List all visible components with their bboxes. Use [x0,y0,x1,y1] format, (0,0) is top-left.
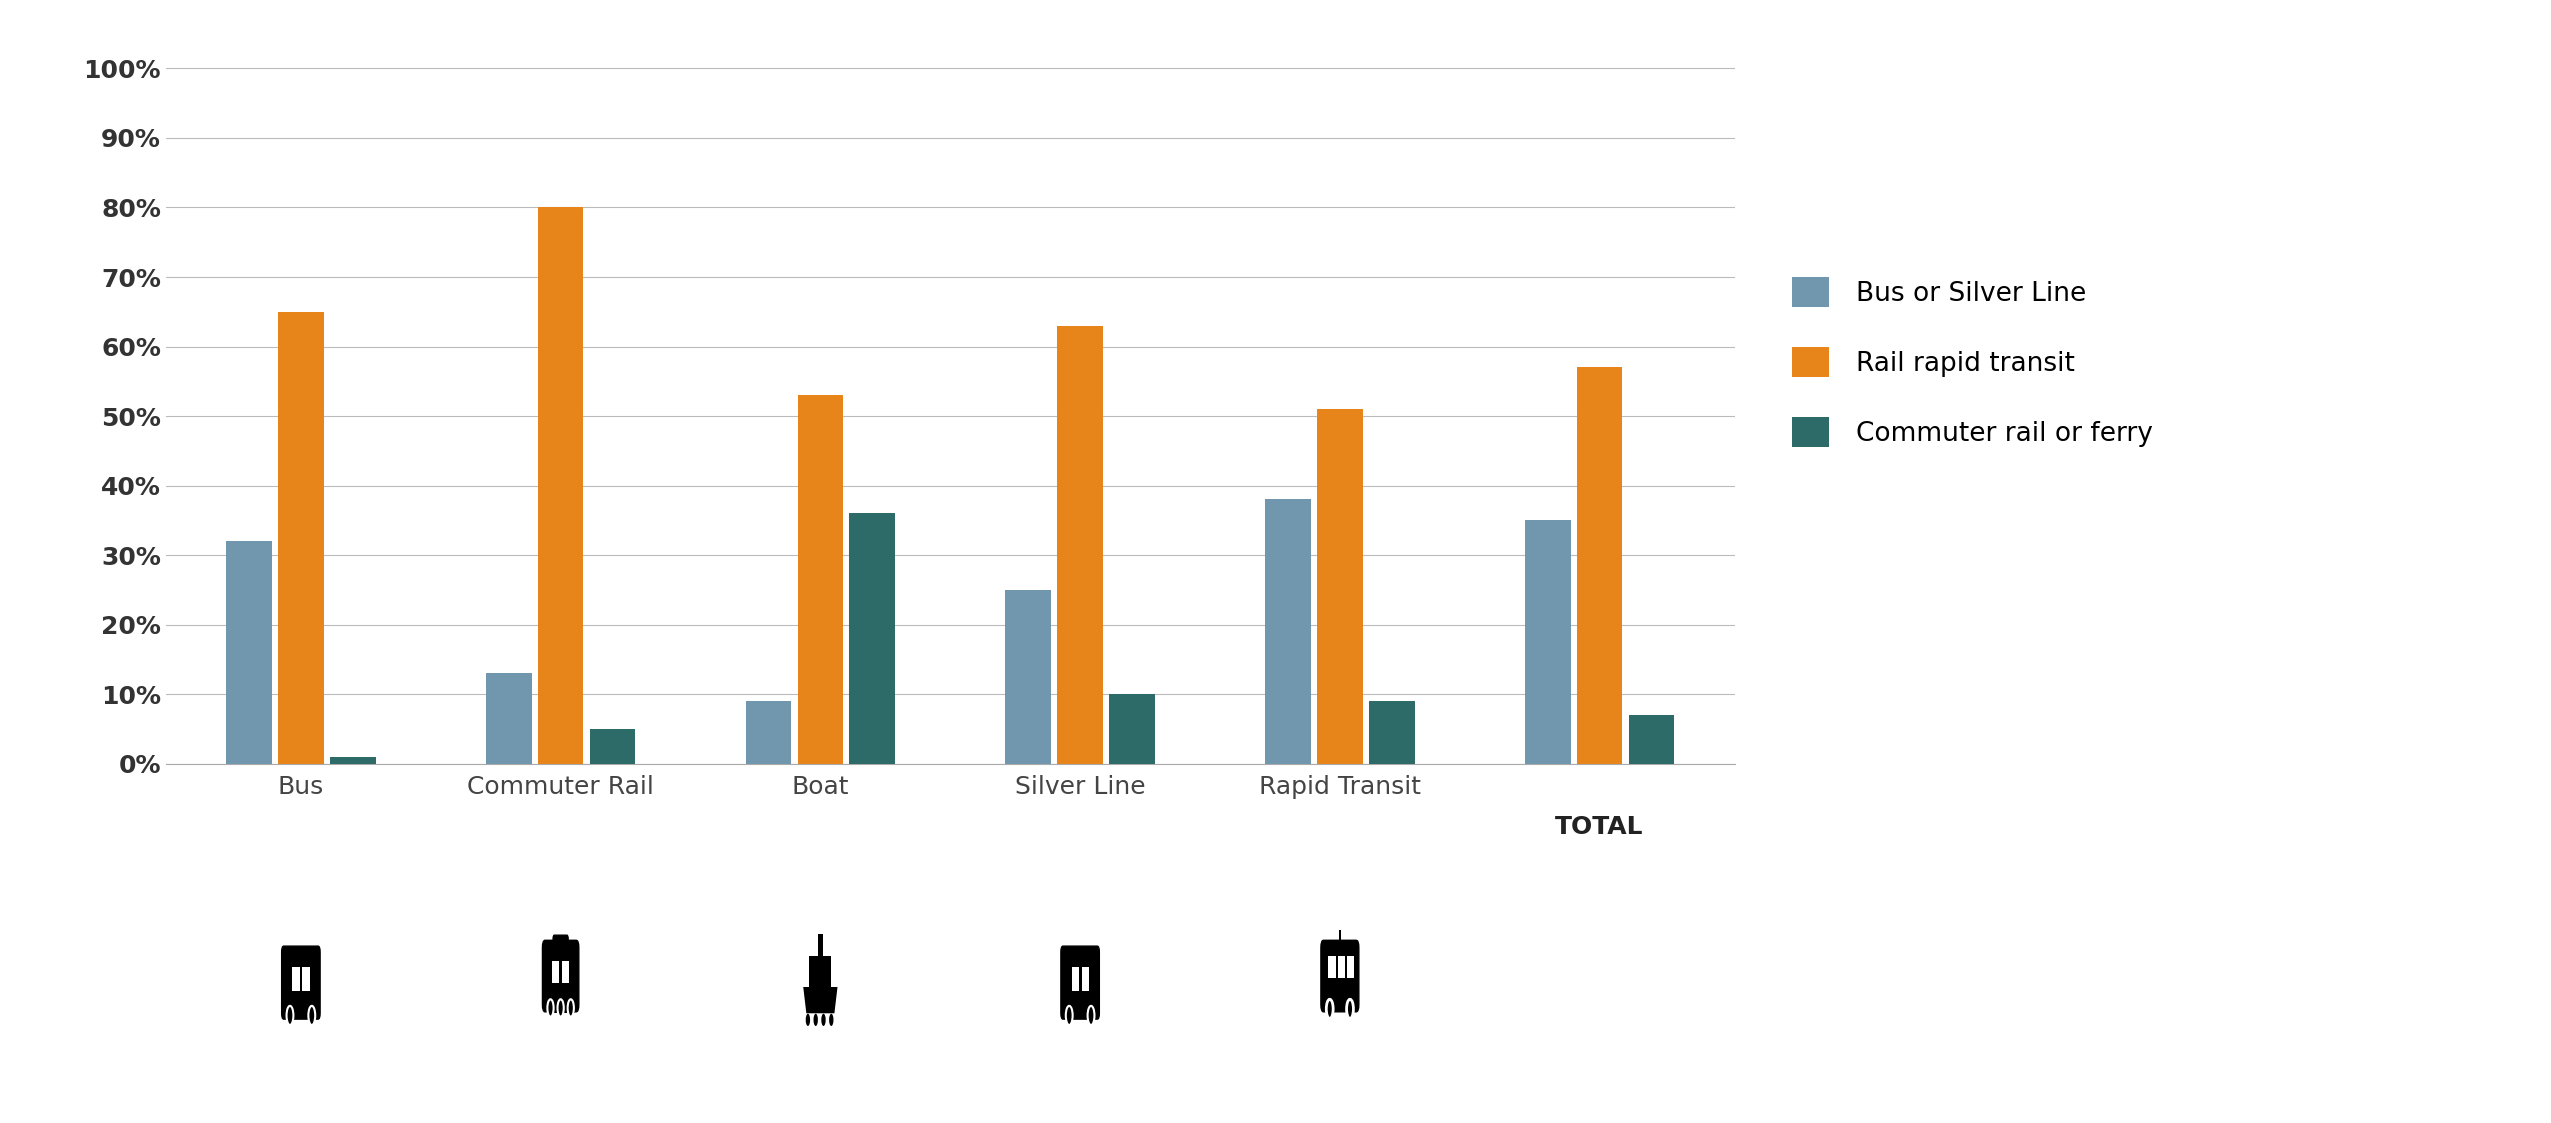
FancyBboxPatch shape [554,935,569,965]
Legend: Bus or Silver Line, Rail rapid transit, Commuter rail or ferry: Bus or Silver Line, Rail rapid transit, … [1778,264,2166,460]
Bar [1005,590,1051,764]
Circle shape [286,1006,293,1025]
Circle shape [1066,1006,1071,1025]
Bar [278,312,324,764]
Bar [546,1010,574,1013]
Bar [538,208,584,764]
Circle shape [1087,1006,1094,1025]
Polygon shape [804,987,837,1013]
Bar [819,934,824,957]
Circle shape [569,999,574,1016]
Polygon shape [809,957,832,987]
FancyBboxPatch shape [281,946,319,1019]
Bar [485,674,531,764]
Bar [1347,957,1355,978]
Bar [1628,715,1673,764]
Text: TOTAL: TOTAL [1556,814,1643,839]
Circle shape [829,1014,834,1026]
Circle shape [1347,999,1355,1019]
Bar [849,513,895,764]
Bar [1329,957,1337,978]
Circle shape [806,1014,811,1026]
Bar [1056,326,1102,764]
FancyBboxPatch shape [543,940,579,1012]
Circle shape [821,1014,827,1026]
Bar [589,729,635,764]
Bar [1337,957,1344,978]
Bar [1110,694,1156,764]
Bar [1082,967,1089,992]
Bar [304,967,311,992]
Bar [745,701,791,764]
Circle shape [814,1014,819,1026]
Bar [1577,367,1622,764]
Circle shape [559,999,564,1016]
Bar [798,395,844,764]
Bar [1071,967,1079,992]
Bar [1525,520,1571,764]
Bar [227,541,273,764]
Bar [293,967,301,992]
Bar [1265,500,1311,764]
Bar [329,757,375,764]
FancyBboxPatch shape [1061,946,1099,1019]
Bar [561,960,569,983]
FancyBboxPatch shape [1321,940,1360,1012]
Circle shape [548,999,554,1016]
Circle shape [1327,999,1334,1019]
Bar [1370,701,1416,764]
Bar [1316,409,1362,764]
Bar [551,960,559,983]
Circle shape [309,1006,316,1025]
